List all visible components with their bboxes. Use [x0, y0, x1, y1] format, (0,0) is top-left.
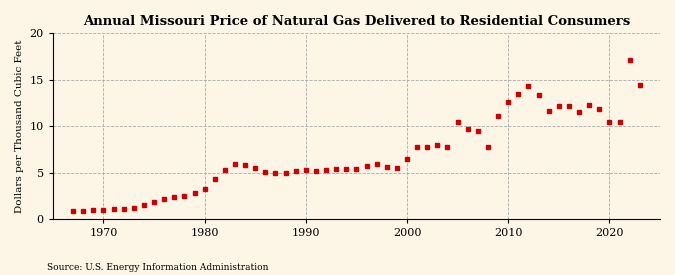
Text: Source: U.S. Energy Information Administration: Source: U.S. Energy Information Administ…	[47, 263, 269, 272]
Y-axis label: Dollars per Thousand Cubic Feet: Dollars per Thousand Cubic Feet	[15, 39, 24, 213]
Title: Annual Missouri Price of Natural Gas Delivered to Residential Consumers: Annual Missouri Price of Natural Gas Del…	[83, 15, 630, 28]
